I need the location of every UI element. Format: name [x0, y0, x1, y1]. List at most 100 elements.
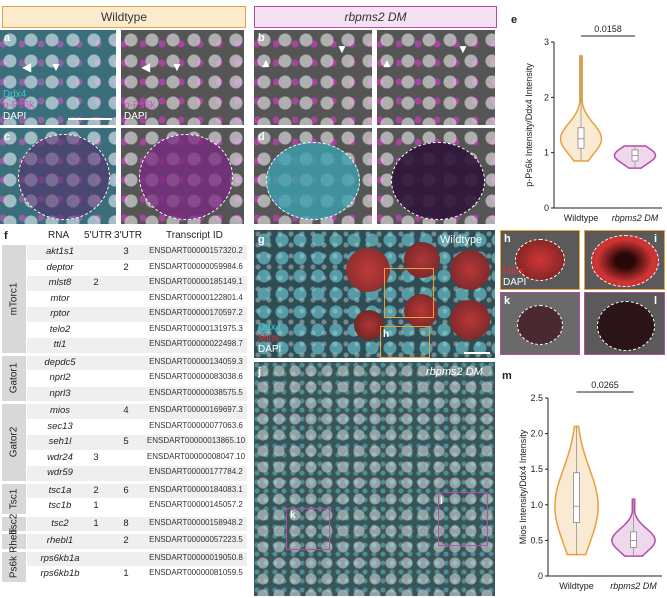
panel-letter-k: k — [504, 295, 511, 307]
table-row — [27, 483, 247, 498]
panel-a-merge-image: ◀ ▼ — [0, 30, 116, 125]
table-cell-gene: akt1s1 — [46, 246, 74, 257]
oocyte — [404, 242, 440, 278]
table-cell-3utr: 5 — [123, 436, 129, 447]
table-cell-gene: deptor — [46, 261, 74, 273]
table-row — [27, 516, 247, 531]
inset-box-k — [286, 508, 330, 550]
table-header-rna: RNA — [48, 230, 70, 241]
table-cell-transcript-id: ENSDART00000077063.6 — [149, 420, 243, 430]
legend-ddx4: Ddx4 — [258, 322, 282, 333]
table-row — [27, 355, 247, 370]
table-row — [27, 322, 247, 337]
arrowhead-icon: ▼ — [457, 42, 469, 56]
table-group-name: Ps6k — [8, 555, 20, 578]
panel-j-box-k-label: k — [290, 510, 296, 521]
table-cell-5utr: 1 — [93, 500, 99, 511]
arrowhead-icon: ▲ — [381, 56, 393, 70]
panel-letter-f: f — [4, 230, 8, 242]
table-group-name: Tsc1 — [8, 488, 20, 509]
panel-h-image — [500, 230, 580, 290]
table-cell-gene: rhebl1 — [46, 535, 74, 546]
box — [573, 472, 580, 524]
table-cell-transcript-id: ENSDART00000019050.8 — [149, 552, 243, 562]
table-row — [27, 435, 247, 450]
table-cell-gene: wdr59 — [47, 467, 73, 478]
y-tick-label: 1 — [544, 148, 549, 158]
legend-mios: Mios — [258, 333, 280, 344]
table-row — [27, 551, 247, 566]
panel-h-legend: Mios DAPI — [503, 266, 526, 288]
table-cell-3utr: 2 — [123, 535, 129, 546]
oocyte-outline — [391, 142, 485, 220]
table-group-label: Gator1 — [2, 355, 26, 402]
table-cell-3utr: 8 — [123, 517, 129, 529]
table-cell-gene: mlst8 — [48, 277, 72, 288]
panel-a-single-image: ◀ ▼ — [121, 30, 244, 125]
table-cell-transcript-id: ENSDART00000185149.1 — [149, 277, 243, 286]
table-cell-5utr: 1 — [93, 517, 99, 529]
table-header-5utr: 5'UTR — [84, 230, 113, 241]
panel-d-merge-image — [254, 128, 372, 224]
panel-letter-c: c — [4, 131, 11, 143]
table-cell-3utr: 3 — [123, 246, 129, 257]
panel-j-image — [254, 362, 495, 596]
panel-c-merge-image — [0, 128, 116, 224]
table-row — [27, 276, 247, 291]
table-cell-3utr: 6 — [123, 484, 129, 496]
table-cell-transcript-id: ENSDART00000157320.2 — [149, 246, 243, 255]
table-row — [27, 386, 247, 401]
table-cell-3utr: 1 — [123, 568, 129, 579]
mutant-header: rbpms2 DM — [254, 6, 497, 28]
legend-ddx4: Ddx4 — [3, 89, 27, 100]
oocyte-outline — [591, 235, 659, 287]
panel-j-title: rbpms2 DM — [426, 366, 483, 378]
table-cell-gene: rps6kb1a — [40, 552, 80, 564]
panel-letter-a: a — [4, 32, 11, 44]
oocyte — [450, 300, 490, 340]
table-row — [27, 534, 247, 549]
wildtype-header: Wildtype — [2, 6, 246, 28]
oocyte-outline — [18, 134, 110, 220]
chart-m: 0 0.5 1.0 1.5 2.0 2.5 Mios Intensity/Ddx4 Inte… — [518, 380, 662, 591]
table-row — [27, 499, 247, 514]
table-cell-transcript-id: ENSDART00000134059.3 — [149, 356, 243, 366]
y-axis-label: Mios Intensity/Ddx4 Intensity — [518, 429, 528, 544]
table-cell-5utr: 3 — [93, 451, 99, 463]
table-cell-transcript-id: ENSDART00000131975.3 — [149, 323, 243, 333]
y-tick-label: 3 — [544, 37, 549, 47]
table-group-label: mTorc1 — [2, 245, 26, 354]
p-value-label: 0.0158 — [594, 24, 622, 34]
table-row — [27, 245, 247, 260]
legend-dapi: DAPI — [258, 344, 282, 355]
panel-letter-m: m — [502, 370, 512, 382]
x-tick-label: Wildtype — [564, 213, 599, 223]
panel-i-image — [584, 230, 665, 290]
panel-a2-legend: p-Ps6k DAPI — [124, 100, 155, 122]
table-header-3utr: 3'UTR — [114, 230, 143, 241]
oocyte-outline — [597, 301, 655, 351]
table-group-label: Gator2 — [2, 404, 26, 482]
table-cell-transcript-id: ENSDART00000177784.2 — [149, 467, 243, 476]
table-cell-3utr: 2 — [123, 261, 129, 273]
panel-d-single-image — [377, 128, 495, 224]
chart-e: 0 1 2 3 p-Ps6k Intensity/Ddx4 Intensity Wildt… — [524, 24, 662, 223]
y-tick-label: 2.5 — [530, 393, 543, 403]
table-group-name: Gator1 — [8, 362, 20, 394]
oocyte-outline — [515, 239, 565, 281]
table-cell-gene: sec13 — [47, 420, 73, 432]
legend-dapi: DAPI — [124, 111, 148, 122]
oocyte-outline — [517, 305, 563, 345]
table-cell-transcript-id: ENSDART00000122801.4 — [149, 292, 243, 302]
panel-letter-j: j — [258, 366, 262, 378]
table-cell-5utr: 2 — [93, 277, 99, 288]
table-cell-gene: nprl3 — [49, 387, 71, 399]
panel-a-legend: Ddx4 p-Ps6k DAPI — [3, 89, 34, 122]
box — [577, 127, 585, 149]
panel-letter-h: h — [504, 233, 511, 245]
table-cell-transcript-id: ENSDART00000013865.10 — [146, 436, 246, 445]
table-cell-gene: tsc1b — [48, 500, 72, 511]
table-group-name: mTorc1 — [8, 282, 20, 316]
arrowhead-icon: ◀ — [141, 60, 151, 74]
table-group-label: Tsc2 — [2, 513, 26, 534]
